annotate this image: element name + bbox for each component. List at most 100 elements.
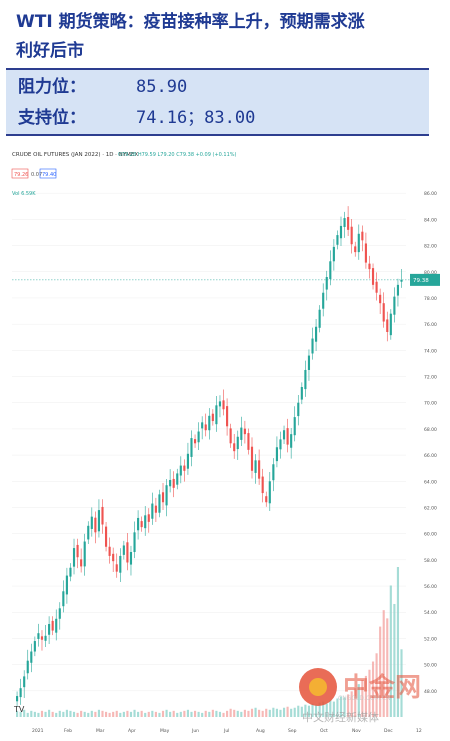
- candle-body: [389, 313, 392, 336]
- candle-body: [350, 226, 353, 245]
- candle-body: [154, 505, 157, 513]
- y-tick-label: 84.00: [424, 217, 437, 223]
- volume-bar: [229, 708, 232, 717]
- volume-bar: [172, 710, 175, 717]
- volume-bar: [129, 711, 133, 717]
- candle-body: [176, 473, 179, 485]
- candle-body: [354, 246, 357, 253]
- watermark: 中金网 中文财经新媒体 CNGOLD.COM.CN: [299, 668, 421, 724]
- spread-value: 0.07: [31, 172, 42, 178]
- volume-bar: [44, 711, 47, 717]
- volume-bar: [279, 709, 282, 717]
- volume-bar: [304, 704, 307, 717]
- volume-bar: [126, 710, 129, 717]
- candle-body: [55, 618, 58, 633]
- x-tick-label: Oct: [320, 728, 328, 734]
- candle-body: [307, 355, 311, 370]
- volume-bar: [389, 585, 392, 717]
- volume-bar: [275, 708, 278, 717]
- volume-bar: [97, 709, 101, 717]
- watermark-site: CNGOLD.COM.CN: [338, 695, 391, 702]
- volume-bar: [101, 710, 104, 717]
- volume-bar: [286, 706, 289, 717]
- volume-bar: [300, 706, 303, 717]
- candle-body: [396, 284, 400, 296]
- candle-body: [261, 476, 264, 494]
- volume-bar: [258, 709, 261, 717]
- x-tick-label: 2021: [32, 728, 44, 734]
- candle-body: [208, 415, 211, 431]
- candle-body: [44, 635, 47, 641]
- volume-bar: [375, 653, 378, 717]
- article-title-line2: 利好后市: [16, 41, 84, 61]
- candle-body: [62, 591, 65, 607]
- volume-bar: [72, 711, 76, 717]
- candle-body: [297, 402, 300, 417]
- buy-price-badge[interactable]: [39, 168, 57, 179]
- volume-bar: [240, 711, 243, 717]
- candle-body: [158, 494, 161, 513]
- header-divider: [6, 68, 429, 70]
- candle-body: [325, 277, 328, 290]
- volume-bar: [204, 710, 207, 717]
- volume-bar: [336, 698, 339, 717]
- volume-bar: [154, 711, 157, 717]
- candle-body: [243, 428, 246, 435]
- candle-body: [329, 261, 332, 280]
- volume-bars: [16, 567, 403, 717]
- candle-body: [368, 263, 371, 270]
- candle-body: [272, 464, 275, 481]
- watermark-tagline: 中文财经新媒体: [302, 710, 379, 724]
- candle-body: [169, 479, 172, 487]
- x-tick-label: Apr: [128, 728, 136, 734]
- candle-body: [311, 338, 314, 354]
- candle-body: [19, 688, 22, 698]
- candle-body: [222, 400, 225, 410]
- x-tick-label: Jun: [191, 728, 199, 734]
- y-tick-label: 56.00: [424, 584, 437, 590]
- volume-bar: [268, 709, 271, 717]
- resistance-value: 85.90: [136, 77, 188, 97]
- candlestick-chart: 86.00 84.00 82.00 80.00 78.00 76.00 74.00 72.00…: [11, 152, 440, 734]
- brand-logo-inner-icon: [309, 678, 327, 696]
- candle-body: [300, 387, 303, 400]
- y-tick-label: 72.00: [424, 375, 437, 381]
- candle-body: [233, 443, 236, 452]
- levels-divider: [6, 134, 429, 136]
- candle-body: [101, 506, 104, 525]
- candle-body: [133, 532, 136, 552]
- volume-bar: [94, 711, 97, 717]
- volume-bar: [350, 691, 353, 717]
- volume-bar: [318, 702, 321, 717]
- y-tick-label: 48.00: [424, 689, 437, 695]
- volume-bar: [208, 711, 211, 717]
- candle-body: [72, 548, 76, 567]
- volume-bar: [201, 712, 204, 717]
- candle-body: [151, 503, 154, 519]
- volume-bar: [80, 710, 83, 717]
- volume-bar: [361, 680, 364, 717]
- candle-body: [58, 608, 61, 619]
- volume-bar: [108, 712, 111, 717]
- volume-bar: [76, 712, 79, 717]
- volume-bar: [115, 710, 118, 717]
- article-header: WTI 期货策略：疫苗接种率上升，预期需求涨 利好后市: [6, 4, 429, 68]
- volume-bar: [19, 711, 22, 717]
- volume-bar: [250, 708, 254, 717]
- candle-body: [258, 460, 261, 479]
- volume-bar: [119, 712, 122, 717]
- y-tick-label: 68.00: [424, 427, 437, 433]
- volume-bar: [65, 709, 68, 717]
- volume-bar: [343, 697, 346, 717]
- volume-bar: [176, 712, 179, 717]
- candle-body: [275, 447, 278, 462]
- volume-bar: [69, 710, 72, 717]
- volume-bar: [272, 707, 275, 717]
- sell-price-badge[interactable]: [11, 168, 29, 179]
- volume-bar: [393, 603, 396, 717]
- resistance-label: 阻力位：: [18, 77, 86, 97]
- sell-price-value: 79.26: [14, 172, 28, 178]
- candle-body: [400, 279, 403, 282]
- candle-body: [226, 406, 229, 427]
- candle-body: [240, 427, 243, 440]
